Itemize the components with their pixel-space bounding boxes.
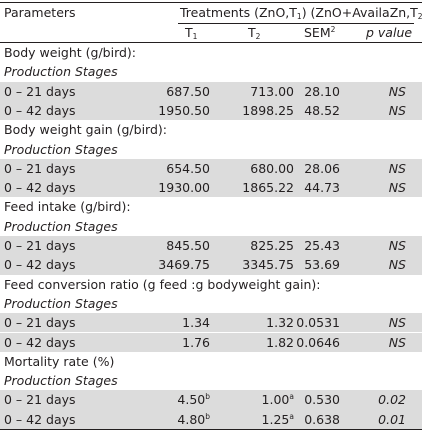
header-row-2: T1 T2 SEM2 p value — [0, 23, 422, 42]
row-label: 0 – 42 days — [4, 411, 76, 427]
value-p: NS — [388, 257, 406, 273]
value-t1: 4.80b — [177, 411, 210, 427]
value-sem: 25.43 — [304, 238, 340, 253]
section-title-row: Body weight gain (g/bird): — [0, 120, 422, 139]
table-row: 0 – 42 days 3469.75 3345.75 53.69 NS — [0, 255, 422, 275]
table-row: 0 – 21 days 654.50 680.00 28.06 NS — [0, 158, 422, 179]
value-t2: 1865.22 — [242, 180, 294, 196]
stage-label: Production Stages — [4, 373, 118, 389]
row-label: 0 – 42 days — [4, 102, 76, 118]
stage-label: Production Stages — [4, 64, 118, 80]
value-sem: 48.52 — [304, 102, 340, 118]
value-sem: 0.0646 — [296, 334, 340, 350]
row-label: 0 – 21 days — [4, 315, 76, 331]
header-t2: T2 — [248, 25, 261, 41]
value-t2: 1.25a — [261, 411, 294, 427]
row-label: 0 – 42 days — [4, 334, 76, 350]
bottom-rule — [0, 429, 422, 430]
header-bottom-rule — [0, 42, 422, 43]
value-sem: 53.69 — [304, 257, 340, 273]
row-label: 0 – 21 days — [4, 160, 76, 176]
table-row: 0 – 21 days 4.50b 1.00a 0.530 0.02 — [0, 390, 422, 410]
value-p: NS — [388, 180, 406, 196]
stage-label-row: Production Stages — [0, 294, 422, 313]
value-p: NS — [388, 160, 406, 176]
header-parameters: Parameters — [4, 5, 76, 20]
value-sem: 0.0531 — [296, 315, 340, 331]
header-sem: SEM2 — [304, 25, 336, 40]
value-sem: 28.06 — [304, 160, 340, 176]
value-t2: 713.00 — [250, 83, 294, 99]
table-row: 0 – 42 days 1950.50 1898.25 48.52 NS — [0, 100, 422, 121]
header-treatments: Treatments (ZnO,T1) (ZnO+AvailaZn,T2) — [180, 5, 422, 21]
table-row: 0 – 21 days 845.50 825.25 25.43 NS — [0, 236, 422, 256]
value-sem: 44.73 — [304, 180, 340, 196]
stage-label-row: Production Stages — [0, 140, 422, 159]
value-t2: 1.32 — [266, 315, 294, 331]
section-title-row: Body weight (g/bird): — [0, 43, 422, 62]
value-t2: 1898.25 — [242, 102, 294, 118]
stage-label-row: Production Stages — [0, 62, 422, 81]
value-t2: 1.00a — [261, 392, 294, 408]
row-label: 0 – 42 days — [4, 257, 76, 273]
header-p-value: p value — [366, 25, 413, 40]
top-rule — [0, 2, 422, 3]
table-row: 0 – 21 days 1.34 1.32 0.0531 NS — [0, 313, 422, 333]
value-sem: 28.10 — [304, 83, 340, 99]
value-p: 0.02 — [378, 392, 406, 408]
stage-label: Production Stages — [4, 218, 118, 234]
treatments-underline — [178, 23, 414, 24]
header-t1: T1 — [185, 25, 198, 41]
value-t1: 845.50 — [166, 238, 210, 253]
value-sem: 0.638 — [304, 411, 340, 427]
value-t1: 1950.50 — [158, 102, 210, 118]
value-t1: 1.34 — [182, 315, 210, 331]
stage-label: Production Stages — [4, 141, 118, 157]
section-title: Feed conversion ratio (g feed :g bodywei… — [4, 276, 321, 292]
table-row: 0 – 42 days 4.80b 1.25a 0.638 0.01 — [0, 409, 422, 429]
value-t2: 680.00 — [250, 160, 294, 176]
section-title: Body weight (g/bird): — [4, 45, 137, 60]
section-title: Body weight gain (g/bird): — [4, 122, 167, 138]
section-title: Mortality rate (%) — [4, 353, 115, 369]
value-p: NS — [388, 334, 406, 350]
table-row: 0 – 42 days 1.76 1.82 0.0646 NS — [0, 332, 422, 352]
stage-label: Production Stages — [4, 295, 118, 311]
value-p: NS — [388, 102, 406, 118]
row-label: 0 – 21 days — [4, 392, 76, 408]
value-t1: 3469.75 — [158, 257, 210, 273]
stage-label-row: Production Stages — [0, 217, 422, 236]
value-t1: 654.50 — [166, 160, 210, 176]
stage-label-row: Production Stages — [0, 371, 422, 390]
section-title: Feed intake (g/bird): — [4, 199, 131, 215]
value-p: NS — [388, 238, 406, 253]
section-title-row: Feed intake (g/bird): — [0, 197, 422, 216]
row-label: 0 – 21 days — [4, 83, 76, 99]
header-row-1: Parameters Treatments (ZnO,T1) (ZnO+Avai… — [0, 3, 422, 22]
section-title-row: Feed conversion ratio (g feed :g bodywei… — [0, 275, 422, 294]
value-t2: 3345.75 — [242, 257, 294, 273]
value-t1: 4.50b — [177, 392, 210, 408]
row-label: 0 – 42 days — [4, 180, 76, 196]
value-t1: 687.50 — [166, 83, 210, 99]
table-row: 0 – 21 days 687.50 713.00 28.10 NS — [0, 81, 422, 101]
value-p: NS — [388, 315, 406, 331]
value-t1: 1.76 — [182, 334, 210, 350]
section-title-row: Mortality rate (%) — [0, 352, 422, 371]
value-p: NS — [388, 83, 406, 99]
value-t1: 1930.00 — [158, 180, 210, 196]
row-label: 0 – 21 days — [4, 238, 76, 253]
value-t2: 1.82 — [266, 334, 294, 350]
value-sem: 0.530 — [304, 392, 340, 408]
value-t2: 825.25 — [250, 238, 294, 253]
table-row: 0 – 42 days 1930.00 1865.22 44.73 NS — [0, 178, 422, 198]
value-p: 0.01 — [378, 411, 406, 427]
